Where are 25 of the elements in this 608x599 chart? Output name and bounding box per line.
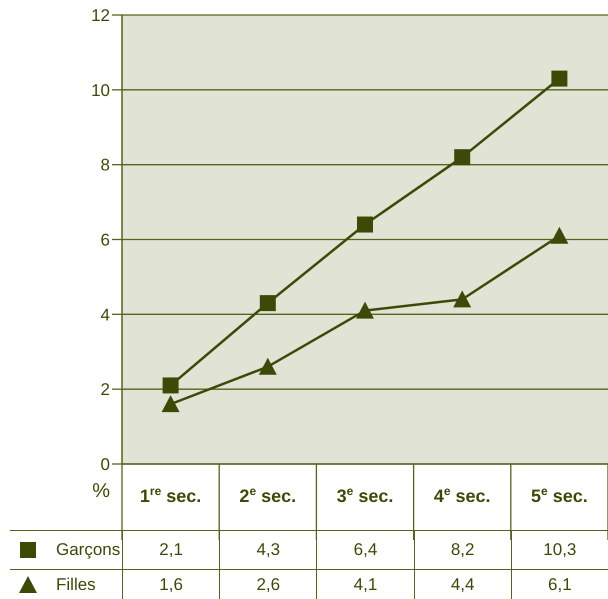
x-tick-label: 1$^{re}$ sec.	[140, 484, 202, 506]
data-label: 6,4	[316, 531, 414, 569]
y-tick-label: 12	[91, 6, 110, 26]
y-tick-label: 4	[100, 305, 110, 324]
data-label: 2,1	[122, 531, 220, 569]
y-axis-title: %	[91, 480, 110, 503]
y-tick-label: 2	[100, 380, 110, 400]
data-label: 1,6	[122, 570, 220, 599]
data-label: 10,3	[510, 531, 608, 569]
x-tick-label: 3$^{e}$ sec.	[336, 484, 394, 506]
data-label: 8,2	[414, 531, 511, 569]
data-label: 4,3	[219, 531, 316, 569]
x-tick-label: 2$^{e}$ sec.	[239, 484, 296, 506]
y-tick-label: 10	[91, 80, 110, 100]
y-tick-label: 6	[100, 230, 110, 250]
data-label: 6,1	[510, 570, 608, 599]
data-label: 4,4	[414, 570, 511, 599]
data-label: 2,6	[219, 570, 316, 599]
legend-label: Filles	[56, 575, 96, 595]
x-tick-label: 4$^{e}$ sec.	[434, 484, 491, 506]
legend-label: Garçons	[56, 540, 120, 560]
y-tick-label: 0	[100, 455, 110, 474]
x-tick-label: 5$^{e}$ sec.	[531, 484, 588, 506]
y-tick-label: 8	[100, 156, 110, 175]
data-label: 4,1	[316, 570, 414, 599]
